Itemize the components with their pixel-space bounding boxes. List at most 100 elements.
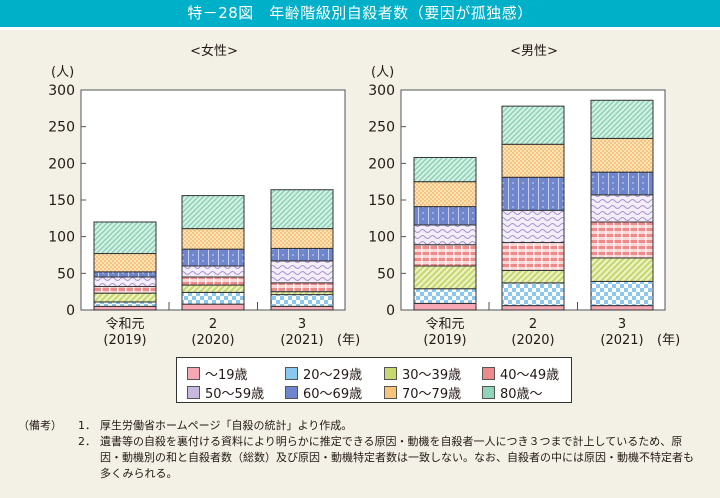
legend-swatch-20s <box>285 367 298 380</box>
bar-segment-male-2021-c <box>590 257 654 282</box>
bar-segment-male-2019-e <box>413 224 477 246</box>
bar-segment-male-2020-h <box>501 105 565 145</box>
bar-segment-male-2019-c <box>413 265 477 290</box>
bar-segment-male-2019-g <box>413 181 477 208</box>
y-tick-label: 250 <box>48 120 75 136</box>
bar-segment-female-2019-d <box>93 286 157 294</box>
bar-segment-female-2021-b <box>270 294 334 307</box>
y-tick-label: 0 <box>386 303 395 319</box>
y-tick-label: 150 <box>48 193 75 209</box>
y-tick-label: 150 <box>368 193 395 209</box>
bar-segment-male-2020-b <box>501 282 565 307</box>
bar-segment-female-2020-c <box>181 284 245 293</box>
figure-title-bar: 特－28図 年齢階級別自殺者数（要因が孤独感） <box>0 0 720 27</box>
bar-segment-male-2020-f <box>501 176 565 211</box>
y-axis-label: (人) <box>51 65 74 80</box>
bar-segment-female-2019-g <box>93 253 157 273</box>
bar-segment-male-2019-h <box>413 156 477 183</box>
x-tick-label-year: (2019) <box>423 333 466 348</box>
x-tick-label-year: (2021) <box>600 333 643 348</box>
bar-segment-male-2021-d <box>590 221 654 259</box>
y-axis-label: (人) <box>371 65 394 80</box>
bar-segment-male-2019-a <box>413 302 477 311</box>
y-tick-label: 300 <box>368 83 395 99</box>
legend-item-70s: 70～79歳 <box>384 383 461 402</box>
legend-item-60s: 60～69歳 <box>285 383 362 402</box>
bar-segment-female-2021-h <box>270 189 334 230</box>
y-tick-label: 50 <box>57 266 75 282</box>
bar-segment-male-2019-f <box>413 206 477 226</box>
y-tick-label: 250 <box>368 120 395 136</box>
legend-swatch-under19 <box>187 367 200 380</box>
x-tick-label-year: (2021) <box>280 333 323 348</box>
bar-segment-female-2020-a <box>181 303 245 311</box>
bar-segment-male-2021-h <box>590 99 654 139</box>
male-chart-title: <男性> <box>510 44 558 59</box>
header-divider <box>0 27 720 30</box>
bar-segment-female-2021-d <box>270 282 334 293</box>
bar-segment-male-2019-b <box>413 288 477 304</box>
bar-segment-female-2019-e <box>93 276 157 288</box>
bar-segment-female-2019-b <box>93 301 157 307</box>
bar-segment-female-2020-e <box>181 265 245 278</box>
legend: ～19歳 20～29歳 30～39歳 40～49歳 50～59歳 60～69歳 … <box>176 357 572 403</box>
male-chart: 0 50 100 150 200 250 300 (人) 令和元(2019) 2(2020) 3(2… <box>368 65 680 348</box>
bar-segment-female-2019-h <box>93 221 157 255</box>
x-tick-label-year: (2020) <box>511 333 554 348</box>
bar-segment-male-2019-d <box>413 244 477 267</box>
notes-label: （備考） <box>18 419 62 432</box>
bar-segment-male-2020-g <box>501 143 565 178</box>
legend-item-30s: 30～39歳 <box>384 364 461 383</box>
y-tick-label: 100 <box>48 230 75 246</box>
bar-segment-male-2020-a <box>501 305 565 311</box>
legend-swatch-50s <box>187 386 200 399</box>
bar-segment-female-2020-b <box>181 291 245 305</box>
legend-swatch-70s <box>384 386 397 399</box>
y-tick-label: 0 <box>66 303 75 319</box>
x-axis-unit: (年) <box>337 333 360 348</box>
x-tick-label: 2 <box>209 317 217 332</box>
legend-swatch-60s <box>285 386 298 399</box>
y-tick-label: 200 <box>368 156 395 172</box>
bar-segment-female-2020-g <box>181 228 245 250</box>
note-1: （備考） 1． 厚生労働省ホームページ「自殺の統計」より作成。 <box>18 419 353 432</box>
bar-segment-female-2020-f <box>181 248 245 267</box>
bar-segment-male-2021-f <box>590 171 654 196</box>
legend-item-20s: 20～29歳 <box>285 364 362 383</box>
figure-title: 特－28図 年齢階級別自殺者数（要因が孤独感） <box>187 4 533 22</box>
bar-segment-male-2021-g <box>590 137 654 173</box>
legend-swatch-80plus <box>482 386 495 399</box>
bar-segment-male-2020-d <box>501 242 565 271</box>
x-tick-label-year: (2020) <box>191 333 234 348</box>
x-tick-label: 令和元 <box>105 317 144 332</box>
legend-item-under19: ～19歳 <box>187 364 248 383</box>
bar-segment-female-2021-e <box>270 260 334 284</box>
bar-segment-male-2021-e <box>590 194 654 223</box>
female-chart: 0 50 100 150 200 250 300 (人) 令和元(2019) 2(2020) 3(2… <box>48 65 360 348</box>
female-chart-title: <女性> <box>190 44 238 59</box>
bar-segment-male-2020-c <box>501 269 565 284</box>
x-tick-label: 2 <box>529 317 537 332</box>
bar-segment-female-2021-g <box>270 228 334 249</box>
bar-segment-female-2021-a <box>270 305 334 311</box>
legend-item-80plus: 80歳～ <box>482 383 543 402</box>
x-tick-label: 令和元 <box>425 317 464 332</box>
legend-item-40s: 40～49歳 <box>482 364 559 383</box>
y-tick-label: 300 <box>48 83 75 99</box>
bar-segment-female-2021-f <box>270 247 334 262</box>
note-2: 2． 遺書等の自殺を裏付ける資料により明らかに推定できる原因・動機を自殺者一人に… <box>78 435 694 480</box>
bar-segment-female-2020-h <box>181 195 245 230</box>
bar-segment-female-2019-a <box>93 305 157 311</box>
notes: （備考） 1． 厚生労働省ホームページ「自殺の統計」より作成。 2． 遺書等の自… <box>18 418 700 482</box>
x-tick-label: 3 <box>618 317 626 332</box>
y-tick-label: 200 <box>48 156 75 172</box>
x-tick-label: 3 <box>298 317 306 332</box>
x-axis-unit: (年) <box>657 333 680 348</box>
bar-segment-male-2020-e <box>501 209 565 244</box>
bar-segment-female-2019-f <box>93 271 157 278</box>
bar-segment-female-2020-d <box>181 276 245 286</box>
bar-segment-female-2019-c <box>93 292 157 303</box>
bar-segment-male-2021-b <box>590 280 654 307</box>
legend-item-50s: 50～59歳 <box>187 383 264 402</box>
